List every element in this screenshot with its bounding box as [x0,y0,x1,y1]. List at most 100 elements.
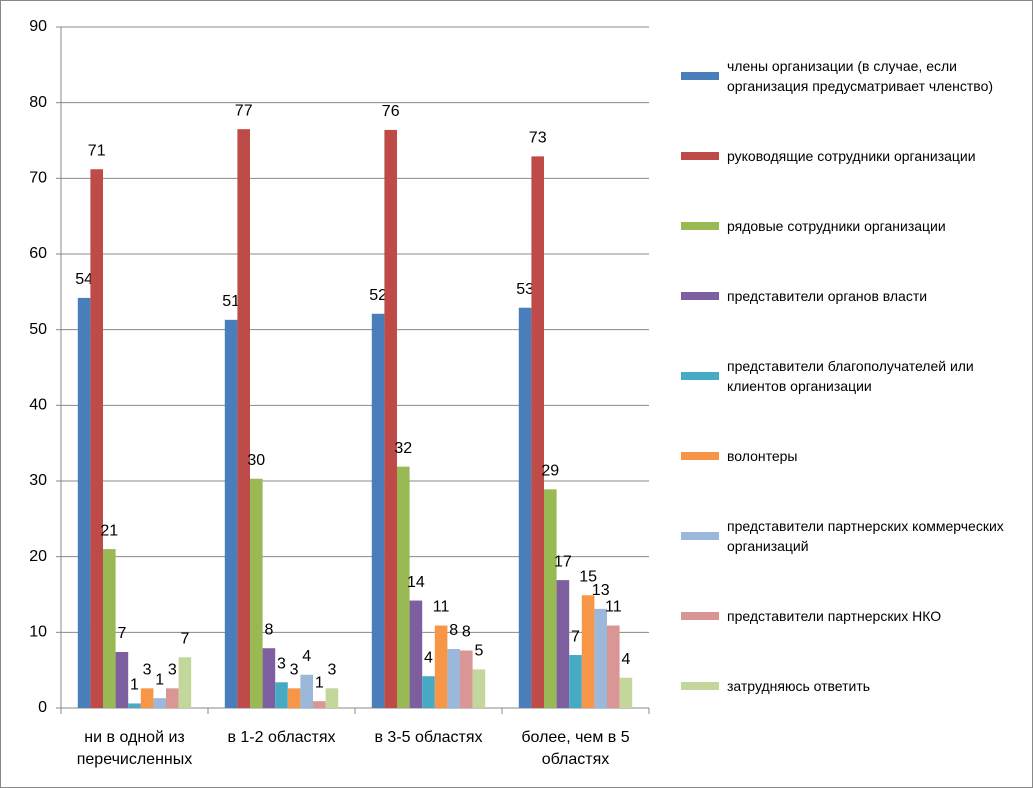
y-tick-label: 30 [29,472,47,489]
legend-label: представители органов власти [727,288,928,304]
data-label: 13 [592,582,610,599]
data-label: 14 [407,574,425,591]
y-tick-label: 10 [29,624,47,641]
y-tick-label: 90 [29,18,47,35]
bar [262,648,276,708]
legend-swatch [681,682,719,690]
data-label: 3 [143,662,152,679]
legend-item: рядовые сотрудники организации [681,216,1026,236]
legend-item: члены организации (в случае, если органи… [681,56,1026,96]
legend-label: представители благополучателей или клиен… [727,358,974,394]
data-label: 71 [88,142,106,159]
legend-swatch [681,222,719,230]
data-label: 32 [394,440,412,457]
bar [275,682,288,708]
bar [594,608,607,708]
legend-swatch [681,452,719,460]
y-tick-label: 60 [29,245,47,262]
bar [128,703,141,708]
bar [250,478,263,708]
legend-item: руководящие сотрудники организации [681,146,1026,166]
data-label: 54 [75,271,93,288]
data-label: 3 [290,662,299,679]
x-tick-label: в 3-5 областях [374,729,483,746]
bar [619,677,633,708]
data-label: 52 [369,287,387,304]
legend-label: представители партнерских НКО [727,608,942,624]
legend-swatch [681,152,719,160]
data-label: 7 [180,631,189,648]
bar [153,698,166,708]
bar [569,655,582,708]
data-label: 53 [516,281,534,298]
data-label: 3 [327,662,336,679]
data-label: 30 [247,452,265,469]
data-label: 1 [155,671,164,688]
bar [115,652,129,708]
x-tick-label: более, чем в 5 областях [521,729,630,768]
bar [287,688,301,708]
bar [140,688,154,708]
data-label: 11 [605,599,622,616]
legend-swatch [681,72,719,80]
data-label: 8 [264,621,273,638]
bar [422,676,435,708]
y-tick-label: 20 [29,548,47,565]
data-label: 5 [474,643,483,660]
legend-item: представители органов власти [681,286,1026,306]
y-tick-label: 50 [29,321,47,338]
bar [224,319,238,708]
data-label: 4 [621,651,630,668]
bar [90,169,103,709]
legend-item: представители благополучателей или клиен… [681,356,1026,396]
legend-swatch [681,292,719,300]
data-label: 17 [554,553,572,570]
bar [384,129,397,708]
bar [460,650,473,708]
bar [77,297,91,708]
bar [371,313,385,708]
data-label: 15 [579,568,597,585]
data-label: 29 [541,463,559,480]
data-label: 73 [529,130,547,147]
legend-label: представители партнерских коммерческих о… [727,518,1004,554]
bar [531,156,544,708]
data-label: 1 [315,674,324,691]
data-label: 51 [222,293,240,310]
data-label: 4 [424,649,433,666]
bar [166,688,179,708]
legend-label: члены организации (в случае, если органи… [727,58,994,94]
data-label: 7 [571,628,580,645]
data-label: 8 [449,622,458,639]
bar [544,489,557,708]
bar [409,600,423,708]
legend-item: волонтеры [681,446,1026,466]
y-tick-label: 40 [29,397,47,414]
legend-swatch [681,532,719,540]
legend-item: представители партнерских НКО [681,606,1026,626]
legend-item: затрудняюсь ответить [681,676,1026,696]
legend-swatch [681,612,719,620]
data-label: 4 [302,648,311,665]
legend-label: рядовые сотрудники организации [727,218,946,234]
legend-swatch [681,372,719,380]
legend-label: руководящие сотрудники организации [727,148,976,164]
bar [581,595,595,708]
legend-item: представители партнерских коммерческих о… [681,516,1026,556]
data-label: 76 [382,103,400,120]
x-tick-label: в 1-2 областях [227,729,336,746]
data-label: 8 [462,624,471,641]
bar [313,701,326,708]
y-tick-label: 70 [29,170,47,187]
data-label: 7 [117,625,126,642]
bar [434,625,448,708]
data-label: 3 [168,662,177,679]
data-label: 1 [130,677,139,694]
data-label: 21 [100,522,118,539]
bar [237,129,250,708]
y-tick-label: 0 [38,699,47,716]
legend-label: волонтеры [727,448,798,464]
data-label: 11 [433,599,450,616]
